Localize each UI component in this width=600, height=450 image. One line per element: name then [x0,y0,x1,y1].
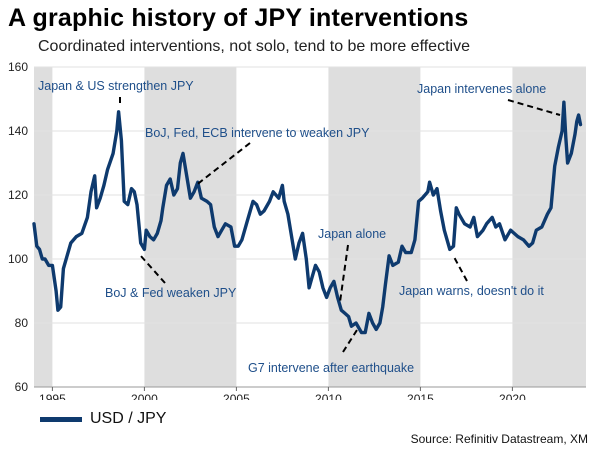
y-tick-label: 160 [8,60,28,74]
annotation-label: Japan warns, doesn't do it [399,284,544,298]
x-tick-label: 2015 [407,392,434,400]
shaded-period-3 [512,67,586,387]
annotation-label: Japan alone [318,227,386,241]
x-axis: 1995 2000 2005 2010 2015 2020 [34,386,586,400]
y-tick-label: 100 [8,252,28,266]
annotations: Japan & US strengthen JPY BoJ, Fed, ECB i… [38,79,561,375]
annotation-leader [453,256,468,282]
y-tick-label: 60 [15,380,29,394]
annotation-leader [342,329,358,353]
annotation-label: G7 intervene after earthquake [248,361,414,375]
shaded-periods [34,67,586,387]
series-line-usd-jpy [32,100,583,335]
x-tick-label: 1995 [39,392,66,400]
y-axis: 60 80 100 120 140 160 [8,60,28,394]
annotation-leader [194,142,251,187]
annotation-leader [507,99,561,116]
y-tick-label: 140 [8,124,28,138]
x-tick-label: 2000 [131,392,158,400]
chart-title: A graphic history of JPY interventions [8,4,469,32]
line-chart: 60 80 100 120 140 160 1995 2000 2005 2010 2015 202… [8,60,586,400]
x-tick-label: 2010 [315,392,342,400]
annotation-label: BoJ & Fed weaken JPY [105,286,237,300]
annotation-label: Japan & US strengthen JPY [38,79,194,93]
series-group [32,100,583,335]
x-tick-label: 2005 [223,392,250,400]
legend-label: USD / JPY [90,410,167,427]
source-note: Source: Refinitiv Datastream, XM [410,432,588,446]
y-tick-label: 120 [8,188,28,202]
annotation-label: Japan intervenes alone [417,82,546,96]
y-tick-label: 80 [15,316,29,330]
shaded-period-2 [328,67,421,387]
annotation-leader [139,254,166,284]
chart-subtitle: Coordinated interventions, not solo, ten… [38,38,470,55]
legend-swatch [40,416,82,422]
shaded-period-0 [34,67,53,387]
annotation-label: BoJ, Fed, ECB intervene to weaken JPY [145,126,370,140]
x-tick-label: 2020 [499,392,526,400]
legend: USD / JPY [40,410,166,428]
